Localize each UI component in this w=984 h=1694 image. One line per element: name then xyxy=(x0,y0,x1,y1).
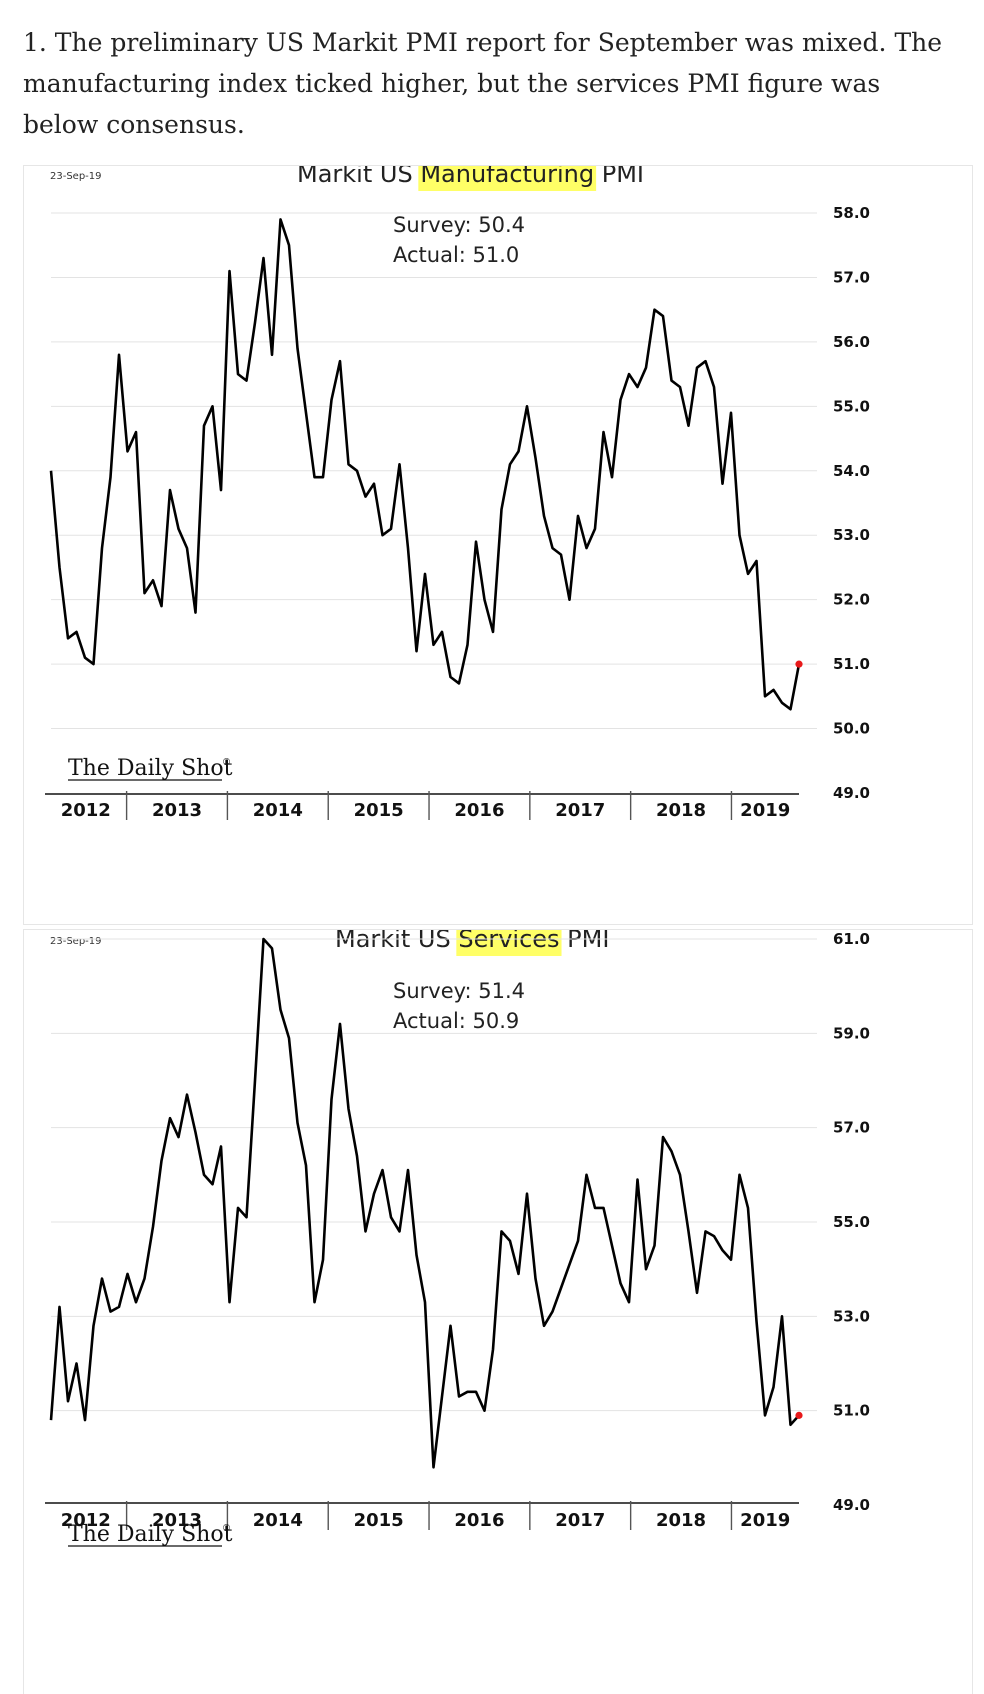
x-tick-label: 2017 xyxy=(555,800,605,821)
y-tick-label: 55.0 xyxy=(833,397,870,415)
actual-label: Actual: 50.9 xyxy=(393,1009,519,1033)
title-highlight xyxy=(418,166,597,191)
title-highlight-text: Manufacturing xyxy=(420,166,594,188)
x-tick-label: 2014 xyxy=(253,1510,303,1531)
chart-date: 23-Sep-19 xyxy=(50,171,102,182)
y-tick-label: 51.0 xyxy=(833,1402,870,1420)
y-tick-label: 56.0 xyxy=(833,333,870,351)
x-axis: 2012 2013 2014 2015 2016 2017 2018 2019 xyxy=(45,791,799,821)
x-tick-label: 2013 xyxy=(152,800,202,821)
brand-mark: ® xyxy=(222,1524,231,1534)
brand-logo: The Daily Shot xyxy=(68,756,233,781)
x-tick-label: 2016 xyxy=(454,1510,504,1531)
y-tick-label: 52.0 xyxy=(833,591,870,609)
x-tick-label: 2017 xyxy=(555,1510,605,1531)
y-tick-label: 53.0 xyxy=(833,1307,870,1325)
x-tick-label: 2018 xyxy=(656,1510,706,1531)
x-tick-label: 2015 xyxy=(354,1510,404,1531)
x-tick-label: 2013 xyxy=(152,1510,202,1531)
y-tick-label: 57.0 xyxy=(833,1119,870,1137)
x-tick-label: 2012 xyxy=(61,1510,111,1531)
gridlines xyxy=(51,212,817,730)
title-suffix: PMI xyxy=(560,930,610,953)
intro-paragraph: 1. The preliminary US Markit PMI report … xyxy=(23,28,943,139)
survey-label: Survey: 51.4 xyxy=(393,979,525,1003)
series-line-services xyxy=(49,937,800,1469)
series-line-manufacturing xyxy=(49,218,801,711)
x-tick-label: 2019 xyxy=(740,800,790,821)
x-axis: 2012 2013 2014 2015 2016 2017 2018 2019 xyxy=(45,1501,799,1531)
gridlines xyxy=(51,938,817,1412)
title-suffix: PMI xyxy=(594,166,644,188)
y-tick-label: 53.0 xyxy=(833,526,870,544)
x-tick-label: 2018 xyxy=(656,800,706,821)
actual-label: Actual: 51.0 xyxy=(393,243,519,267)
x-tick-label: 2012 xyxy=(61,800,111,821)
latest-point xyxy=(795,660,803,668)
title-highlight-text: Services xyxy=(458,930,559,953)
y-tick-label: 55.0 xyxy=(833,1213,870,1231)
title-highlight xyxy=(456,930,562,956)
y-axis-ticks: 61.0 59.0 57.0 55.0 53.0 51.0 49.0 xyxy=(833,930,870,1514)
chart-date: 23-Sep-19 xyxy=(50,936,102,947)
services-pmi-chart: 23-Sep-19 Markit US Services PMI Survey:… xyxy=(23,929,973,1694)
y-tick-label: 57.0 xyxy=(833,268,870,286)
survey-label: Survey: 50.4 xyxy=(393,213,525,237)
y-tick-label: 49.0 xyxy=(833,1496,870,1514)
y-tick-label: 59.0 xyxy=(833,1024,870,1042)
y-tick-label: 61.0 xyxy=(833,930,870,948)
x-tick-label: 2019 xyxy=(740,1510,790,1531)
brand-logo: The Daily Shot xyxy=(68,1522,233,1547)
y-tick-label: 58.0 xyxy=(833,204,870,222)
chart-title: Markit US Manufacturing PMI xyxy=(297,166,644,188)
manufacturing-pmi-chart: 23-Sep-19 Markit US Manufacturing PMI Su… xyxy=(23,165,973,925)
x-tick-label: 2016 xyxy=(454,800,504,821)
y-tick-label: 51.0 xyxy=(833,655,870,673)
x-tick-label: 2015 xyxy=(354,800,404,821)
services-chart-svg: 23-Sep-19 Markit US Services PMI Survey:… xyxy=(45,930,870,1547)
y-tick-label: 54.0 xyxy=(833,462,870,480)
chart-title: Markit US Services PMI xyxy=(335,930,609,953)
x-tick-label: 2014 xyxy=(253,800,303,821)
y-tick-label: 49.0 xyxy=(833,784,870,802)
brand-mark: ® xyxy=(222,758,231,768)
manufacturing-chart-svg: 23-Sep-19 Markit US Manufacturing PMI Su… xyxy=(45,166,870,821)
y-axis-ticks: 58.0 57.0 56.0 55.0 54.0 53.0 52.0 51.0 50.0 49.0 xyxy=(833,204,870,802)
title-prefix: Markit US xyxy=(297,166,420,188)
latest-point xyxy=(795,1411,803,1419)
y-tick-label: 50.0 xyxy=(833,720,870,738)
title-prefix: Markit US xyxy=(335,930,458,953)
